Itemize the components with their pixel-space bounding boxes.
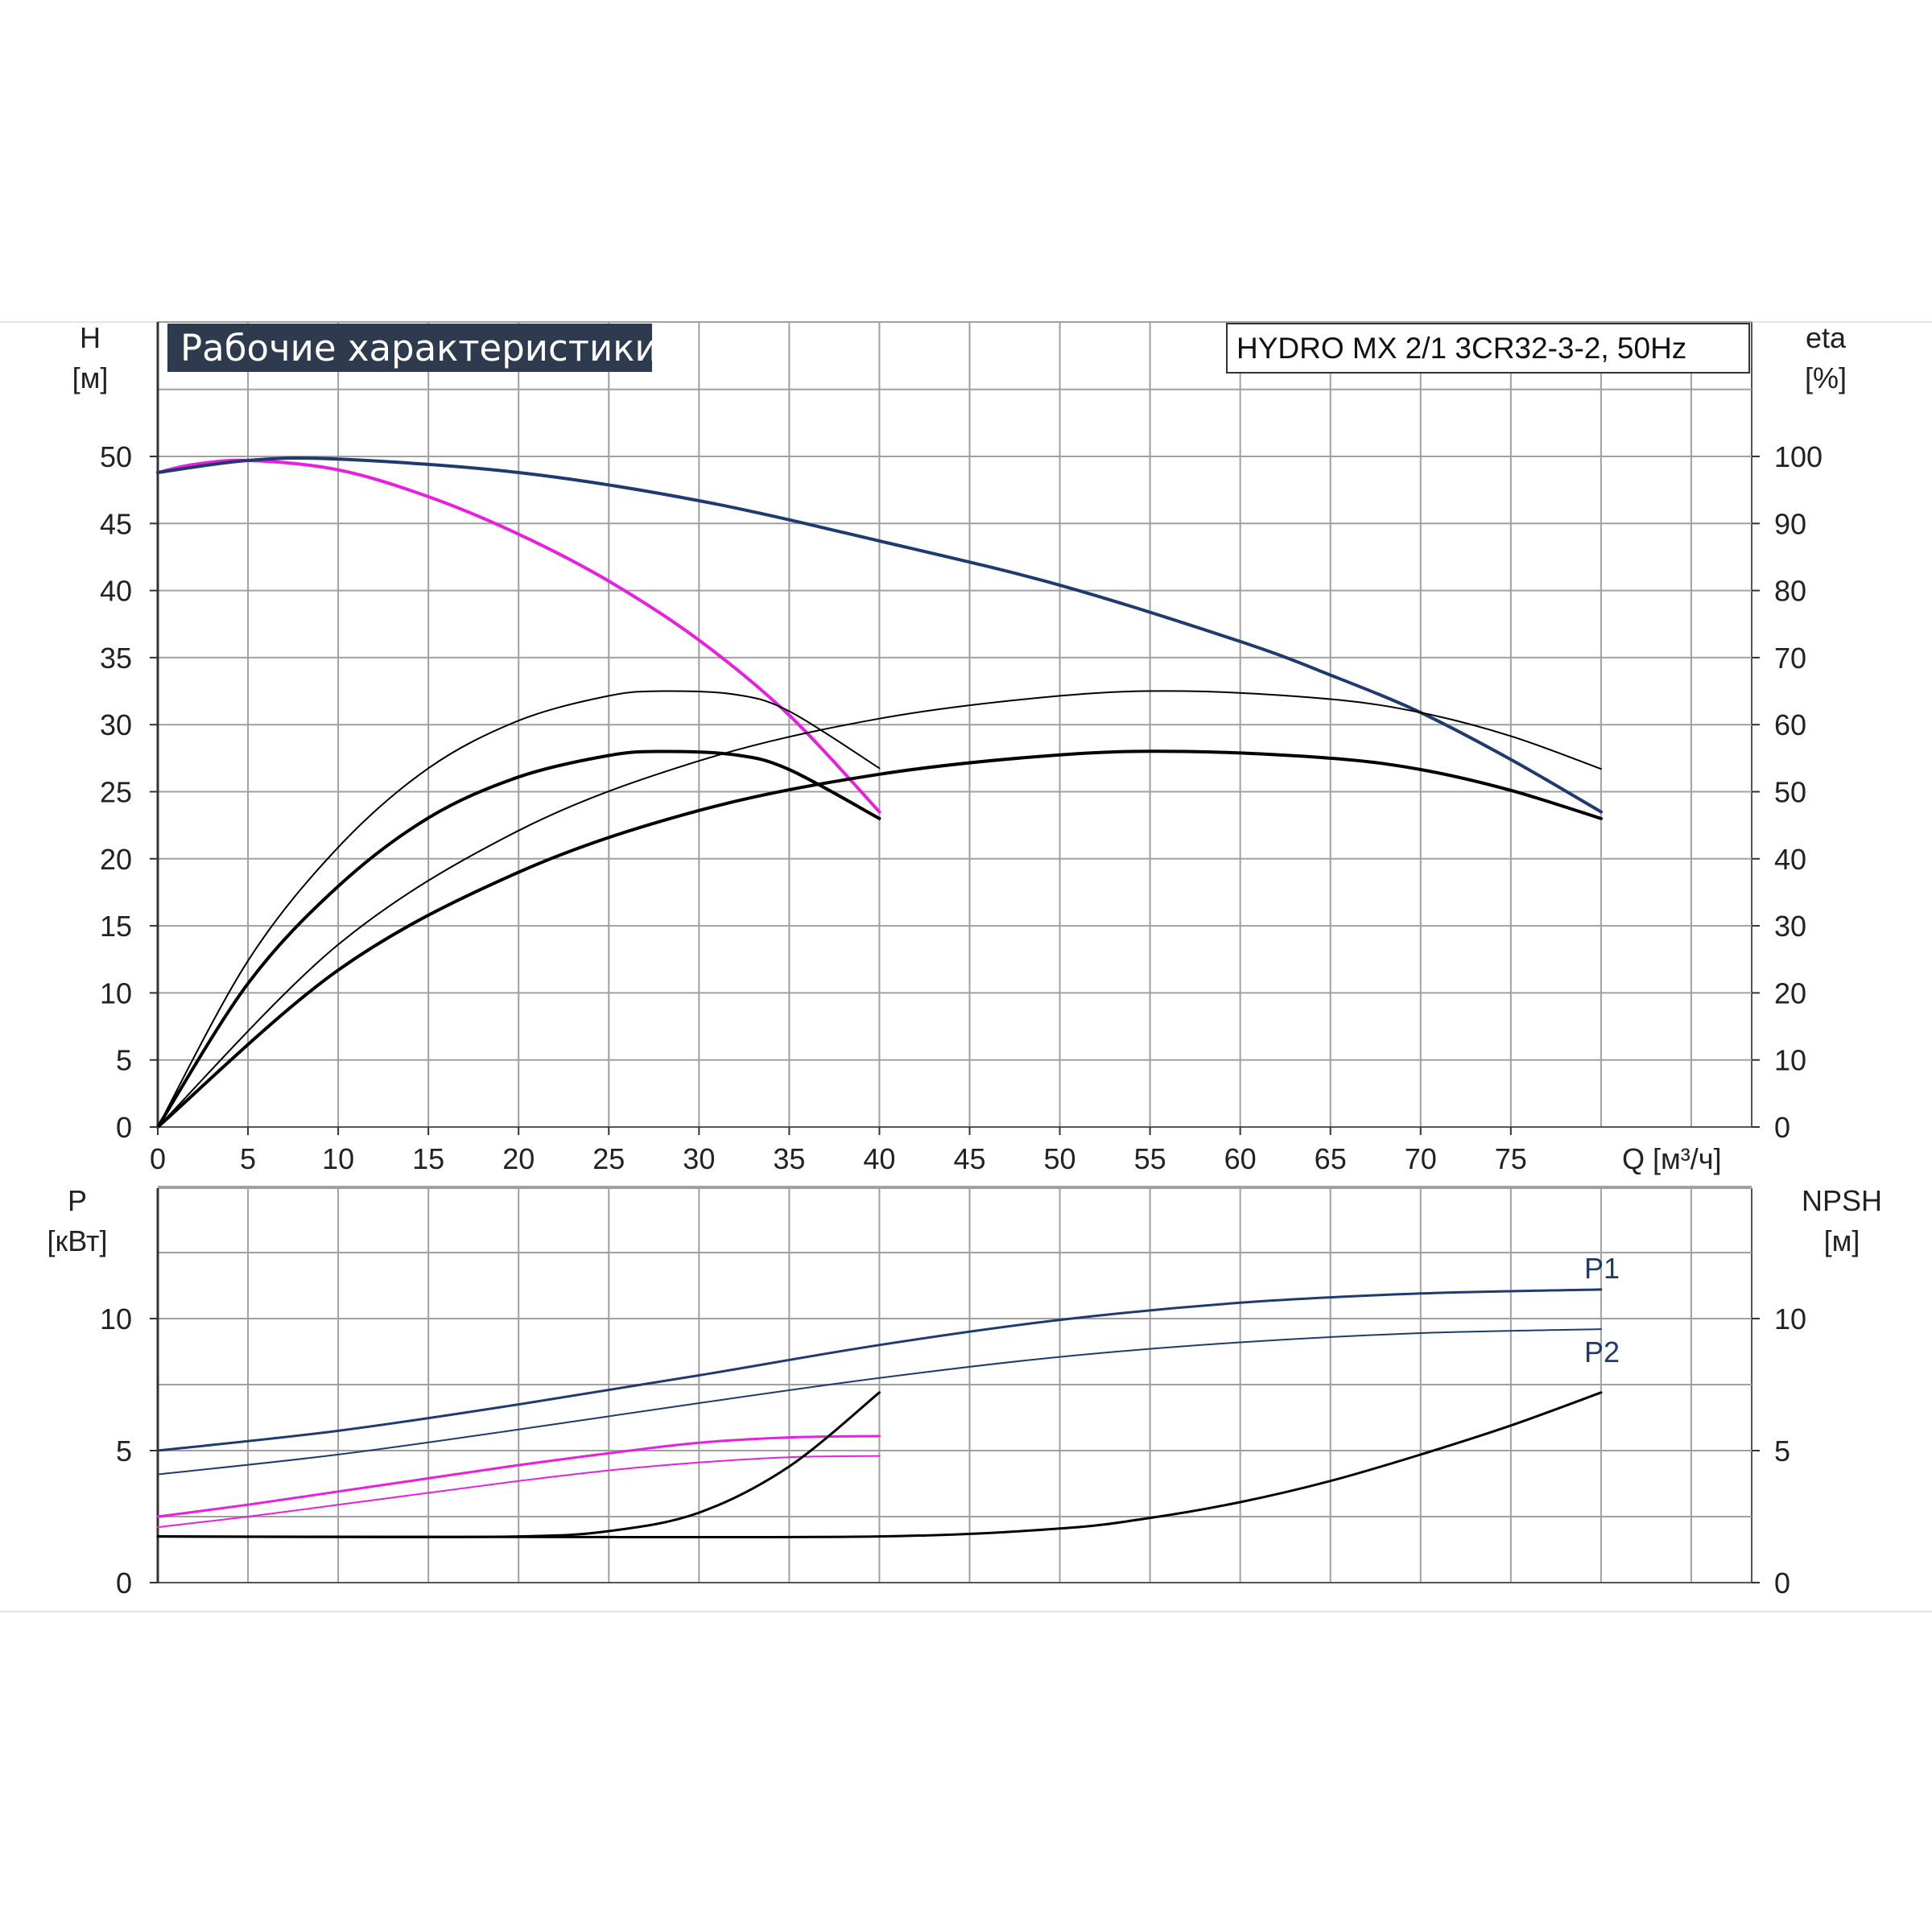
x-tick-label: 45: [953, 1142, 985, 1175]
x-tick-label: 50: [1044, 1142, 1076, 1175]
p-tick-label: 0: [116, 1567, 132, 1600]
top-y2-axis-unit: [%]: [1805, 361, 1847, 394]
y-tick-label: 20: [100, 843, 132, 876]
series-line-P1-dual: [156, 1288, 1603, 1452]
top-y2-axis-name: eta: [1806, 321, 1847, 354]
series-line-eta-dual-b: [156, 749, 1603, 1129]
series-line-eta-dual-a: [157, 690, 1602, 1128]
x-tick-label: 20: [502, 1142, 535, 1175]
series-label-p1: P1: [1584, 1252, 1620, 1285]
y2-tick-label: 70: [1774, 642, 1806, 675]
title-badge: [167, 324, 652, 372]
x-tick-label: 0: [150, 1142, 166, 1175]
top-y-axis-unit: [м]: [72, 361, 109, 394]
y-tick-label: 45: [100, 507, 132, 540]
y-tick-label: 15: [100, 910, 132, 943]
bottom-y-axis-name: P: [68, 1184, 87, 1217]
y-tick-label: 0: [116, 1111, 132, 1144]
y-tick-label: 40: [100, 575, 132, 608]
bottom-series: [156, 1288, 1603, 1539]
top-tick-labels: 0510152025303540455001020304050607080901…: [100, 440, 1823, 1175]
bottom-tick-labels: 0 5 10 0 5 10: [100, 1302, 1806, 1600]
y2-tick-label: 30: [1774, 910, 1806, 943]
bottom-grid: [156, 1186, 1752, 1583]
frame-lines: [0, 321, 1932, 1612]
bottom-y-axis-unit: [кВт]: [47, 1224, 107, 1257]
y2-tick-label: 20: [1774, 976, 1806, 1009]
y-tick-label: 35: [100, 642, 132, 675]
y2-tick-label: 80: [1774, 575, 1806, 608]
top-series: [156, 456, 1603, 1129]
npsh-tick-label: 0: [1774, 1567, 1790, 1600]
series-line-P2-single: [157, 1455, 881, 1529]
y2-tick-label: 60: [1774, 708, 1806, 741]
y-tick-label: 10: [100, 976, 132, 1009]
x-tick-label: 5: [240, 1142, 256, 1175]
p-tick-label: 5: [116, 1435, 132, 1468]
model-label: HYDRO MX 2/1 3CR32-3-2, 50Hz: [1236, 332, 1686, 365]
x-tick-label: 65: [1315, 1142, 1347, 1175]
x-tick-label: 25: [592, 1142, 625, 1175]
npsh-tick-label: 5: [1774, 1435, 1790, 1468]
bottom-y2-axis-unit: [м]: [1824, 1224, 1860, 1257]
y-tick-label: 50: [100, 440, 132, 473]
series-line-eta-single-a: [157, 690, 881, 1128]
p-tick-label: 10: [100, 1302, 132, 1335]
series-line-P2-dual: [157, 1328, 1602, 1476]
x-tick-label: 40: [863, 1142, 895, 1175]
series-line-eta-single-b: [156, 749, 881, 1129]
y2-tick-label: 90: [1774, 507, 1806, 540]
chart-title: Рабочие характеристики: [180, 327, 658, 369]
x-tick-label: 30: [683, 1142, 715, 1175]
series-line-NPSH-dual: [156, 1391, 1603, 1539]
y-tick-label: 25: [100, 776, 132, 809]
bottom-y2-axis-name: NPSH: [1802, 1184, 1882, 1217]
x-tick-label: 10: [322, 1142, 354, 1175]
x-tick-label: 60: [1224, 1142, 1257, 1175]
top-grid: [156, 321, 1752, 1128]
x-tick-label: 70: [1405, 1142, 1437, 1175]
x-tick-label: 35: [773, 1142, 805, 1175]
model-box: [1226, 323, 1750, 374]
x-tick-label: 55: [1134, 1142, 1166, 1175]
y2-tick-label: 0: [1774, 1111, 1790, 1144]
series-label-p2: P2: [1584, 1335, 1620, 1368]
x-tick-label: 15: [412, 1142, 444, 1175]
y2-tick-label: 50: [1774, 776, 1806, 809]
series-line-P1-single: [156, 1435, 881, 1518]
x-axis-label: Q [м³/ч]: [1622, 1142, 1722, 1175]
y-tick-label: 5: [116, 1044, 132, 1077]
y2-tick-label: 100: [1774, 440, 1823, 473]
x-tick-label: 75: [1495, 1142, 1527, 1175]
y-tick-label: 30: [100, 708, 132, 741]
top-y-axis-name: H: [80, 321, 101, 354]
y2-tick-label: 40: [1774, 843, 1806, 876]
npsh-tick-label: 10: [1774, 1302, 1806, 1335]
y2-tick-label: 10: [1774, 1044, 1806, 1077]
